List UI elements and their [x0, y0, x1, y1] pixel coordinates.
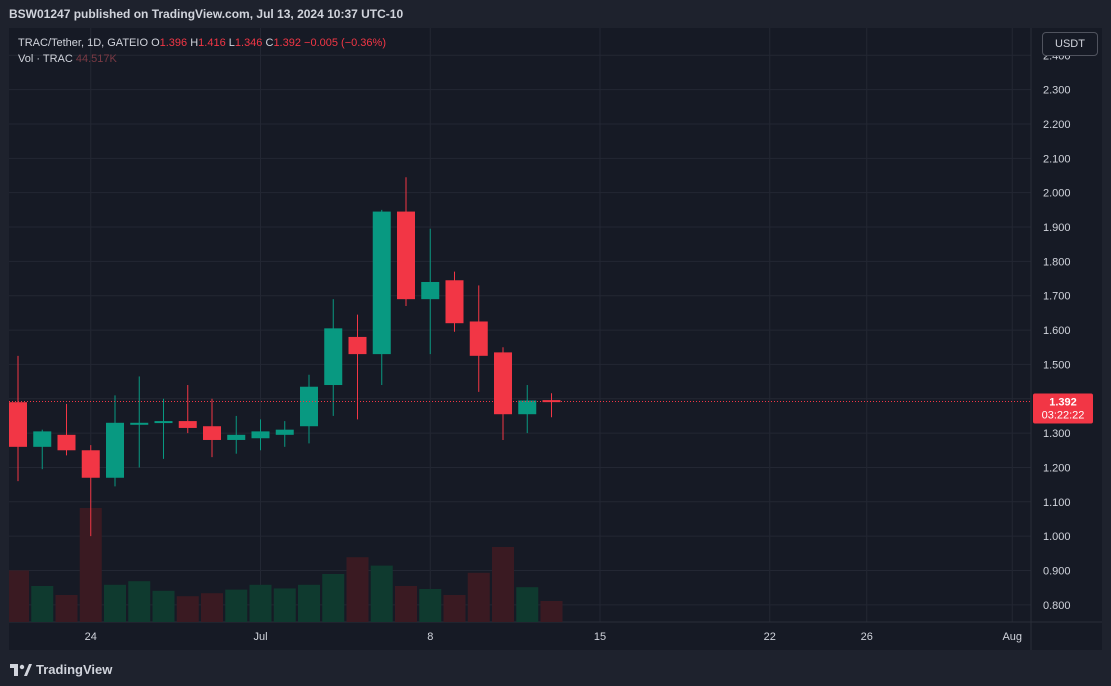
- volume-bar: [55, 595, 78, 622]
- tradingview-logo-icon: [10, 663, 32, 676]
- last-price-tag: [1033, 393, 1093, 424]
- candle-body: [275, 429, 294, 435]
- volume-bar: [322, 574, 345, 622]
- footer: TradingView: [0, 650, 1111, 686]
- volume-bar: [249, 584, 272, 622]
- ohlc-line: TRAC/Tether, 1D, GATEIO O1.396 H1.416 L1…: [18, 35, 386, 51]
- candlestick-chart[interactable]: 0.8000.9001.0001.1001.2001.3001.4001.500…: [9, 28, 1102, 650]
- tradingview-brand: TradingView: [36, 662, 113, 677]
- candle-body: [542, 400, 561, 403]
- y-tick-label: 1.300: [1043, 428, 1071, 440]
- volume-value: 44.517K: [75, 53, 117, 65]
- chart-area[interactable]: 0.8000.9001.0001.1001.2001.3001.4001.500…: [9, 28, 1102, 650]
- candle-body: [348, 336, 367, 355]
- volume-bar: [419, 589, 442, 622]
- volume-bar: [273, 588, 296, 622]
- candle-body: [300, 386, 318, 427]
- y-tick-label: 1.700: [1043, 291, 1071, 303]
- volume-bar: [492, 547, 514, 622]
- y-tick-label: 1.600: [1043, 325, 1071, 337]
- x-tick-label: 15: [594, 631, 606, 643]
- volume-bar: [346, 557, 369, 622]
- candle-body: [372, 211, 391, 355]
- y-tick-label: 2.300: [1043, 85, 1071, 97]
- candle-body: [203, 426, 221, 440]
- volume-bar: [370, 565, 393, 622]
- candle-body: [178, 421, 197, 428]
- candle-body: [469, 321, 488, 356]
- volume-bar: [395, 586, 417, 622]
- volume-label[interactable]: Vol · TRAC: [18, 53, 73, 65]
- currency-button[interactable]: USDT: [1042, 32, 1098, 56]
- x-tick-label: 26: [861, 631, 873, 643]
- candle-body: [9, 402, 27, 447]
- candle-body: [518, 400, 537, 415]
- candle-body: [324, 328, 343, 386]
- volume-bar: [540, 601, 563, 622]
- volume-bar: [225, 589, 248, 622]
- volume-bar: [31, 586, 54, 622]
- y-tick-label: 1.900: [1043, 222, 1071, 234]
- change-value: −0.005 (−0.36%): [304, 37, 386, 49]
- tradingview-logo[interactable]: TradingView: [10, 662, 112, 677]
- high-label: H: [190, 37, 199, 49]
- open-value: 1.396: [159, 37, 188, 49]
- volume-line: Vol · TRAC 44.517K: [18, 51, 386, 67]
- candle-body: [57, 434, 76, 451]
- candle-body: [251, 431, 270, 439]
- close-value: 1.392: [273, 37, 301, 49]
- chart-legend: TRAC/Tether, 1D, GATEIO O1.396 H1.416 L1…: [18, 35, 386, 67]
- volume-bar: [176, 596, 199, 622]
- open-label: O: [151, 37, 160, 49]
- close-label: C: [265, 37, 274, 49]
- candle-body: [33, 431, 52, 447]
- x-tick-label: Jul: [253, 631, 267, 643]
- x-tick-label: Aug: [1002, 631, 1022, 643]
- high-value: 1.416: [198, 37, 226, 49]
- candle-body: [81, 450, 100, 478]
- volume-bar: [79, 508, 102, 622]
- y-tick-label: 2.100: [1043, 153, 1071, 165]
- x-tick-label: 24: [85, 631, 97, 643]
- low-value: 1.346: [234, 37, 263, 49]
- candle-body: [227, 434, 246, 440]
- volume-bar: [201, 593, 223, 622]
- candle-body: [397, 211, 415, 300]
- low-label: L: [228, 37, 235, 49]
- candle-body: [106, 422, 124, 478]
- candle-body: [154, 421, 173, 424]
- volume-bar: [152, 590, 175, 622]
- y-tick-label: 2.000: [1043, 188, 1071, 200]
- candle-body: [421, 281, 440, 300]
- y-tick-label: 2.200: [1043, 119, 1071, 131]
- y-tick-label: 1.200: [1043, 462, 1071, 474]
- symbol-label[interactable]: TRAC/Tether, 1D, GATEIO: [18, 37, 148, 49]
- volume-bar: [443, 595, 466, 622]
- volume-bar: [516, 587, 539, 622]
- volume-bar: [298, 584, 320, 622]
- y-tick-label: 1.800: [1043, 256, 1071, 268]
- top-bar: BSW01247 published on TradingView.com, J…: [0, 0, 1111, 28]
- volume-bar: [9, 570, 29, 622]
- candle-body: [130, 422, 149, 425]
- volume-bar: [104, 584, 126, 622]
- candle-body: [445, 280, 464, 324]
- publish-info: BSW01247 published on TradingView.com, J…: [9, 7, 404, 21]
- y-tick-label: 0.900: [1043, 565, 1071, 577]
- y-tick-label: 1.000: [1043, 531, 1071, 543]
- y-tick-label: 1.100: [1043, 497, 1071, 509]
- volume-bar: [467, 572, 490, 622]
- x-tick-label: 22: [764, 631, 776, 643]
- volume-bar: [128, 581, 151, 622]
- x-tick-label: 8: [427, 631, 433, 643]
- candle-body: [494, 352, 512, 415]
- y-tick-label: 1.500: [1043, 359, 1071, 371]
- price-countdown: 03:22:22: [1042, 410, 1085, 422]
- last-price-value: 1.392: [1049, 397, 1077, 409]
- y-tick-label: 0.800: [1043, 600, 1071, 612]
